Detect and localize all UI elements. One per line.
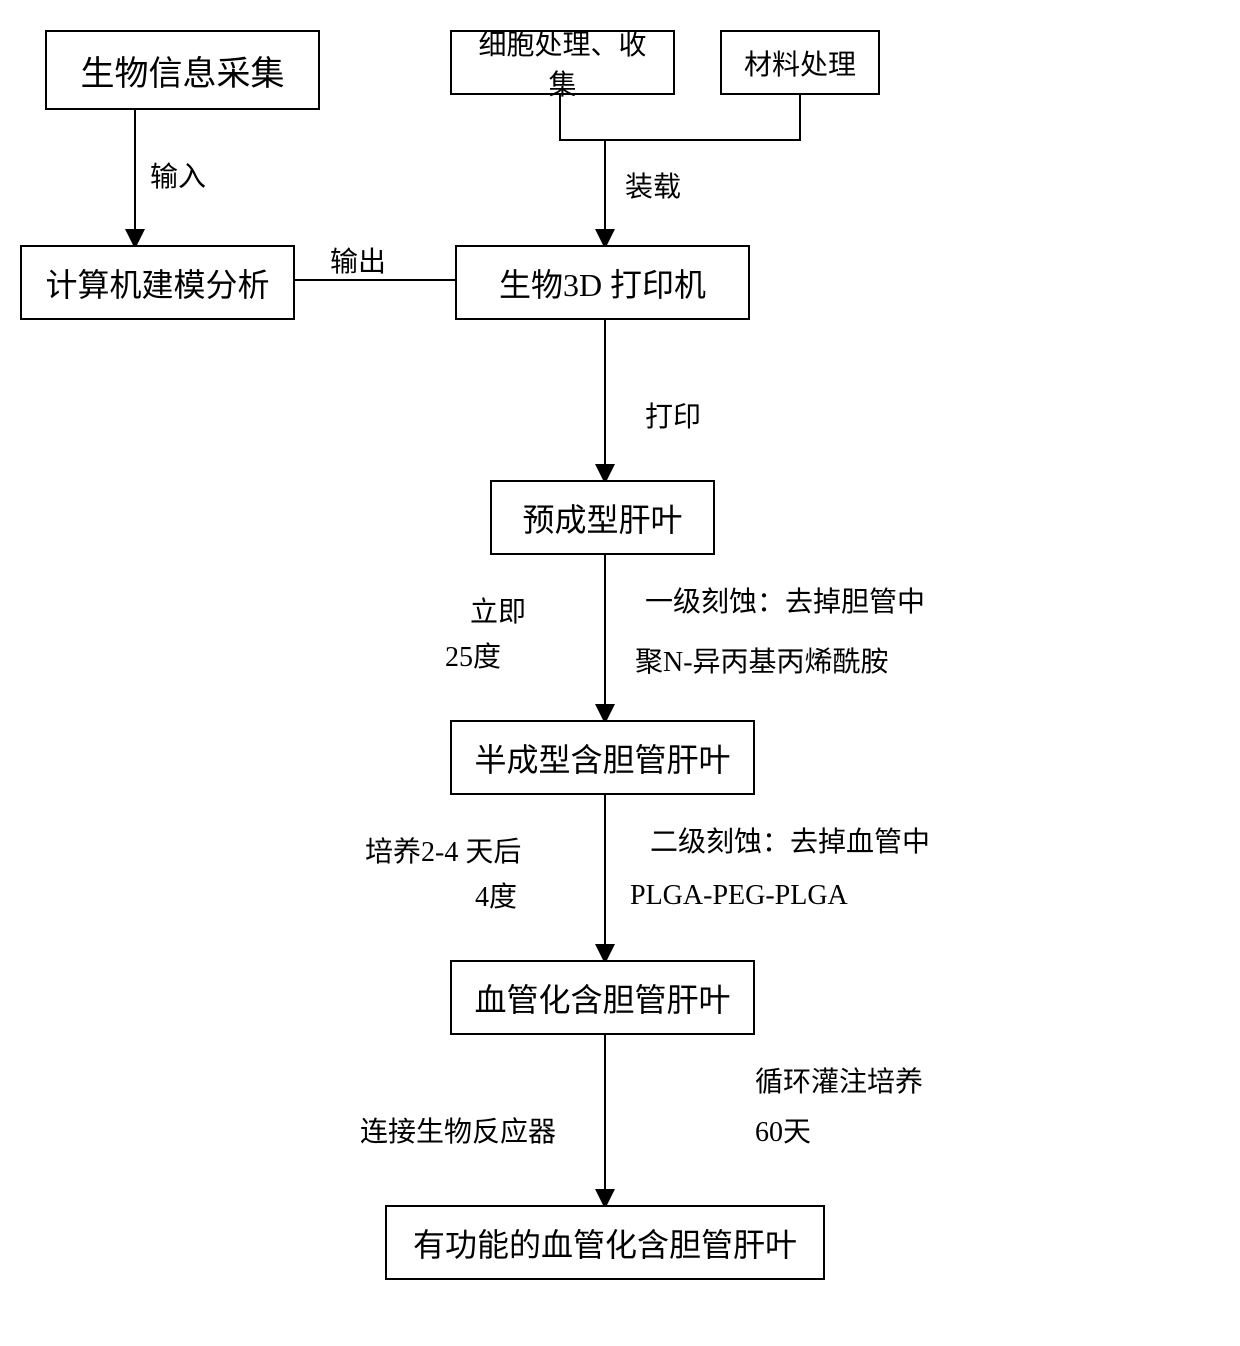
label-etch1_a: 一级刻蚀：去掉胆管中: [645, 580, 925, 620]
label-perfusion_b: 60天: [755, 1110, 811, 1150]
label-deg25: 25度: [445, 635, 501, 675]
label-etch2_a: 二级刻蚀：去掉血管中: [650, 820, 930, 860]
arrow-layer: [0, 0, 1240, 1346]
label-load: 装载: [625, 165, 681, 205]
flowchart-container: 生物信息采集 细胞处理、收集材料处理计算机建模分析 生物3D 打印机预成型肝叶半成型…: [0, 0, 1240, 1346]
box-bio_info: 生物信息采集: [45, 30, 320, 110]
label-etch2_b: PLGA-PEG-PLGA: [630, 880, 848, 912]
box-printer: 生物3D 打印机: [455, 245, 750, 320]
label-bioreactor: 连接生物反应器: [360, 1110, 556, 1150]
box-preform: 预成型肝叶: [490, 480, 715, 555]
box-vascularized: 血管化含胆管肝叶: [450, 960, 755, 1035]
label-etch1_b: 聚N-异丙基丙烯酰胺: [635, 640, 889, 680]
box-semiform: 半成型含胆管肝叶: [450, 720, 755, 795]
label-immediate: 立即: [470, 590, 526, 630]
box-functional: 有功能的血管化含胆管肝叶: [385, 1205, 825, 1280]
box-mat_proc: 材料处理: [720, 30, 880, 95]
label-input: 输入: [150, 155, 206, 195]
box-cell_proc: 细胞处理、收集: [450, 30, 675, 95]
label-output: 输出: [330, 240, 386, 280]
label-culture_a: 培养2-4 天后: [365, 830, 521, 870]
box-model_analysis: 计算机建模分析: [20, 245, 295, 320]
label-perfusion_a: 循环灌注培养: [755, 1060, 923, 1100]
label-print: 打印: [645, 395, 701, 435]
label-culture_b: 4度: [475, 875, 517, 915]
